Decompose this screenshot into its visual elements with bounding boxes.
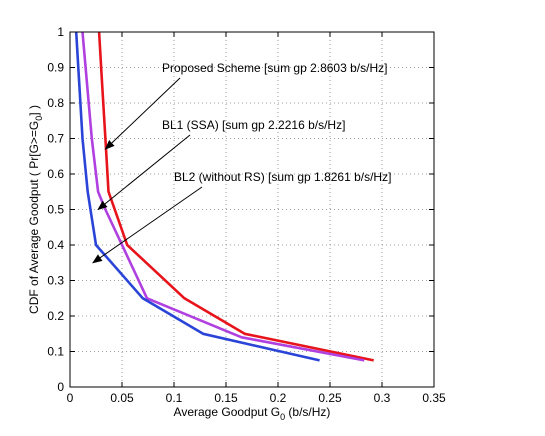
x-axis-label-unit: (b/s/Hz): [285, 405, 330, 419]
y-tick-label: 1: [57, 25, 64, 39]
x-tick-label: 0: [67, 391, 74, 405]
y-tick-label: 0.7: [47, 132, 64, 146]
x-tick-label: 0.15: [214, 391, 238, 405]
y-tick-label: 0.9: [47, 61, 64, 75]
series-line-1: [97, 31, 374, 362]
y-tick-label: 0.5: [47, 203, 64, 217]
annotation-text-1: Proposed Scheme [sum gp 2.8603 b/s/Hz]: [162, 61, 387, 75]
x-axis-label-main: Average Goodput G: [174, 405, 281, 419]
x-axis-label: Average Goodput G0 (b/s/Hz): [174, 405, 331, 422]
y-tick-label: 0.2: [47, 309, 64, 323]
x-tick-label: 0.1: [166, 391, 183, 405]
x-axis-label-subscript: 0: [280, 412, 285, 422]
axis-ticks: 0 0.05 0.1 0.15 0.2 0.25 0.3 0.35 0 0.1 0.2 0.3 0.4 0…: [47, 25, 446, 405]
y-tick-label: 0.8: [47, 96, 64, 110]
annotation-text-3: BL2 (without RS) [sum gp 1.8261 b/s/Hz]: [174, 170, 391, 184]
x-tick-label: 0.25: [318, 391, 342, 405]
y-axis-label-subscript: 0: [34, 116, 44, 121]
annotations-group: Proposed Scheme [sum gp 2.8603 b/s/Hz] BL…: [92, 61, 391, 264]
x-tick-label: 0.05: [110, 391, 134, 405]
annotation-arrow-2: [97, 134, 191, 211]
y-tick-label: 0.4: [47, 238, 64, 252]
y-tick-label: 0.3: [47, 274, 64, 288]
series-line-3: [74, 31, 320, 362]
x-tick-label: 0.3: [374, 391, 391, 405]
annotation-arrow-3: [92, 186, 203, 264]
x-tick-label: 0.2: [270, 391, 287, 405]
y-axis-label-tail: ] ): [27, 105, 41, 116]
grid-lines: [70, 32, 434, 387]
y-axis-label: CDF of Average Goodput ( Pr[G>=G0] ): [27, 105, 44, 314]
x-tick-label: 0.35: [422, 391, 446, 405]
y-tick-label: 0.6: [47, 167, 64, 181]
annotation-arrow-1: [104, 77, 181, 150]
y-axis-label-main: CDF of Average Goodput ( Pr[G>=G: [27, 121, 41, 314]
annotation-text-2: BL1 (SSA) [sum gp 2.2216 b/s/Hz]: [162, 118, 345, 132]
y-tick-label: 0.1: [47, 345, 64, 359]
y-tick-label: 0: [57, 380, 64, 394]
